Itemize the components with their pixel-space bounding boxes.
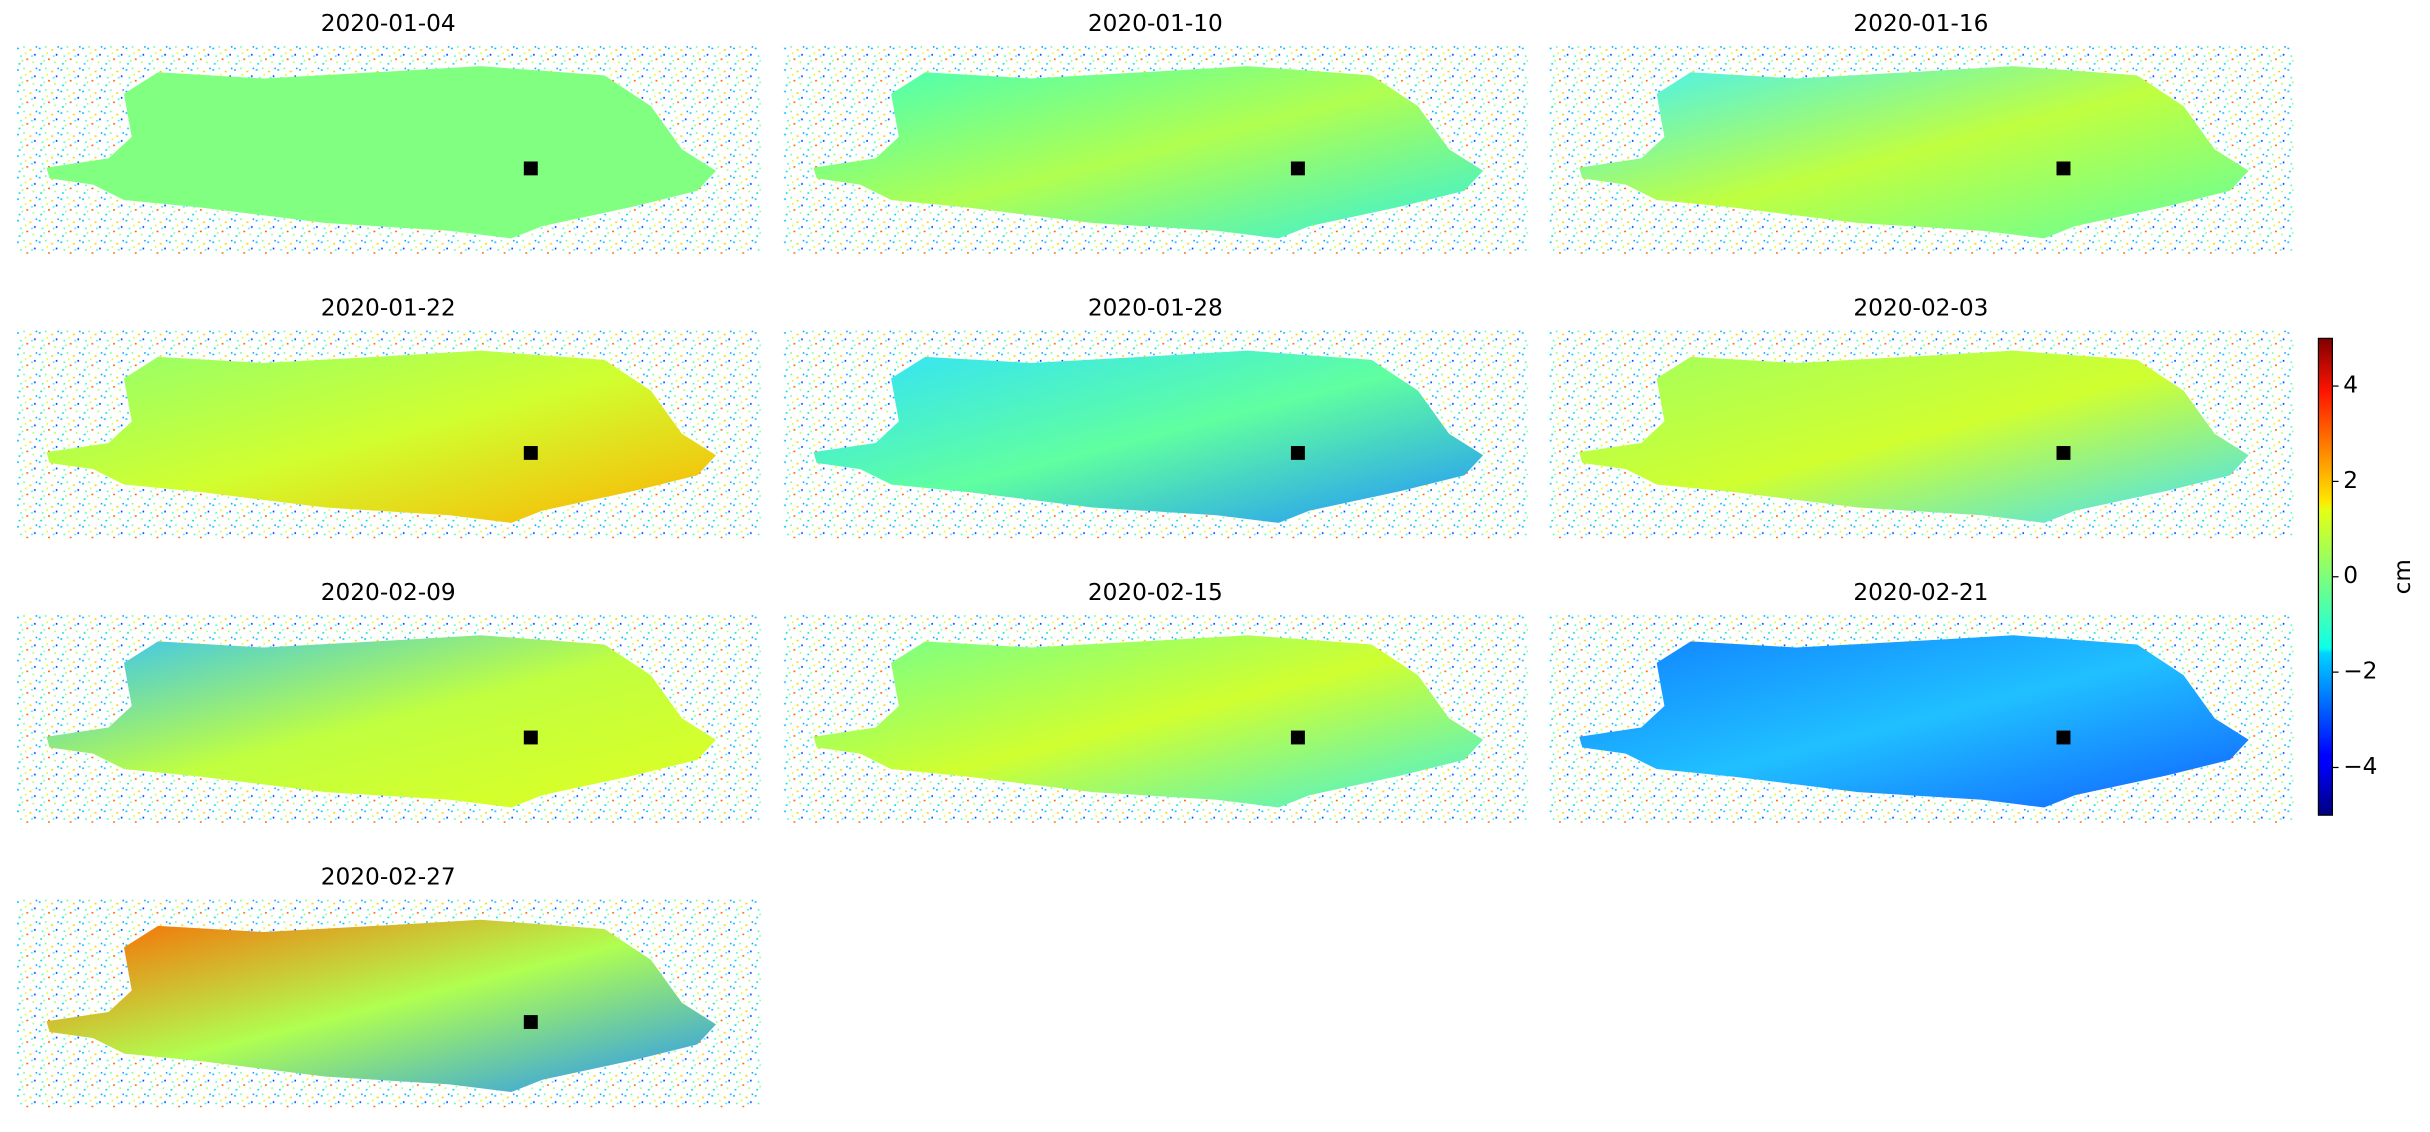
panel	[782, 613, 1529, 823]
colorbar-tick-label: −2	[2343, 659, 2377, 685]
panel	[15, 329, 761, 539]
panel-title: 2020-02-03	[1853, 296, 1988, 322]
panel-title: 2020-01-22	[321, 296, 456, 322]
reference-point	[523, 446, 538, 460]
colorbar-tick-label: −4	[2343, 754, 2377, 780]
reference-point	[523, 730, 538, 745]
panel	[1548, 44, 2294, 254]
reference-point	[2056, 161, 2071, 176]
panel-title: 2020-02-27	[321, 865, 456, 891]
panel-title: 2020-01-16	[1853, 11, 1988, 37]
reference-point	[1290, 161, 1305, 176]
panel	[15, 44, 761, 254]
colorbar-tick-label: 4	[2343, 373, 2358, 399]
panel-title: 2020-02-21	[1853, 580, 1988, 606]
panel	[15, 898, 761, 1108]
panel-title: 2020-01-10	[1088, 11, 1223, 37]
panel	[1548, 613, 2294, 823]
reference-point	[2056, 446, 2071, 460]
panel	[15, 613, 761, 823]
reference-point	[523, 1015, 538, 1029]
panel-title: 2020-01-28	[1088, 296, 1223, 322]
panel	[782, 44, 1529, 254]
panel-title: 2020-02-15	[1088, 580, 1223, 606]
colorbar	[2317, 337, 2333, 816]
reference-point	[1290, 446, 1305, 460]
panel-title: 2020-01-04	[321, 11, 456, 37]
panel-title: 2020-02-09	[321, 580, 456, 606]
panel	[782, 329, 1529, 539]
reference-point	[2056, 730, 2071, 745]
colorbar-tick-label: 0	[2343, 563, 2358, 589]
colorbar-tick-label: 2	[2343, 468, 2358, 494]
reference-point	[523, 161, 538, 176]
colorbar-label: cm	[2390, 559, 2416, 594]
panel	[1548, 329, 2294, 539]
reference-point	[1290, 730, 1305, 745]
